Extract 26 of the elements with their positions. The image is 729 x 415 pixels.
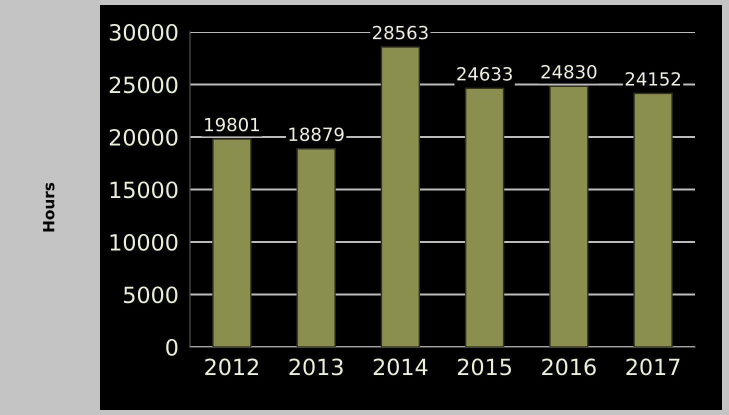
bar bbox=[633, 92, 673, 347]
x-tick-label: 2017 bbox=[626, 358, 680, 376]
y-axis-title: Hours bbox=[43, 182, 54, 232]
data-label: 28563 bbox=[372, 26, 428, 40]
y-tick-label: 20000 bbox=[110, 128, 178, 146]
y-tick-label: 0 bbox=[166, 338, 178, 356]
data-label: 24152 bbox=[626, 72, 680, 86]
bar bbox=[464, 88, 504, 347]
data-label: 24633 bbox=[457, 67, 512, 81]
y-tick-label: 25000 bbox=[110, 76, 178, 94]
bar bbox=[380, 46, 420, 347]
data-label: 24830 bbox=[541, 64, 596, 79]
x-tick-label: 2016 bbox=[542, 358, 596, 376]
y-tick-label: 15000 bbox=[110, 181, 178, 198]
data-label: 19801 bbox=[205, 118, 259, 132]
x-tick-label: 2015 bbox=[458, 358, 511, 376]
y-tick-label: 5000 bbox=[124, 286, 178, 304]
x-tick-label: 2014 bbox=[374, 358, 428, 376]
bar bbox=[296, 148, 336, 347]
y-tick-label: 30000 bbox=[110, 24, 178, 41]
y-tick-label: 10000 bbox=[110, 234, 178, 251]
bar bbox=[549, 86, 589, 347]
x-tick-label: 2013 bbox=[289, 358, 343, 376]
x-tick-label: 2012 bbox=[205, 358, 258, 376]
data-label: 18879 bbox=[289, 127, 344, 142]
bar bbox=[212, 138, 252, 347]
